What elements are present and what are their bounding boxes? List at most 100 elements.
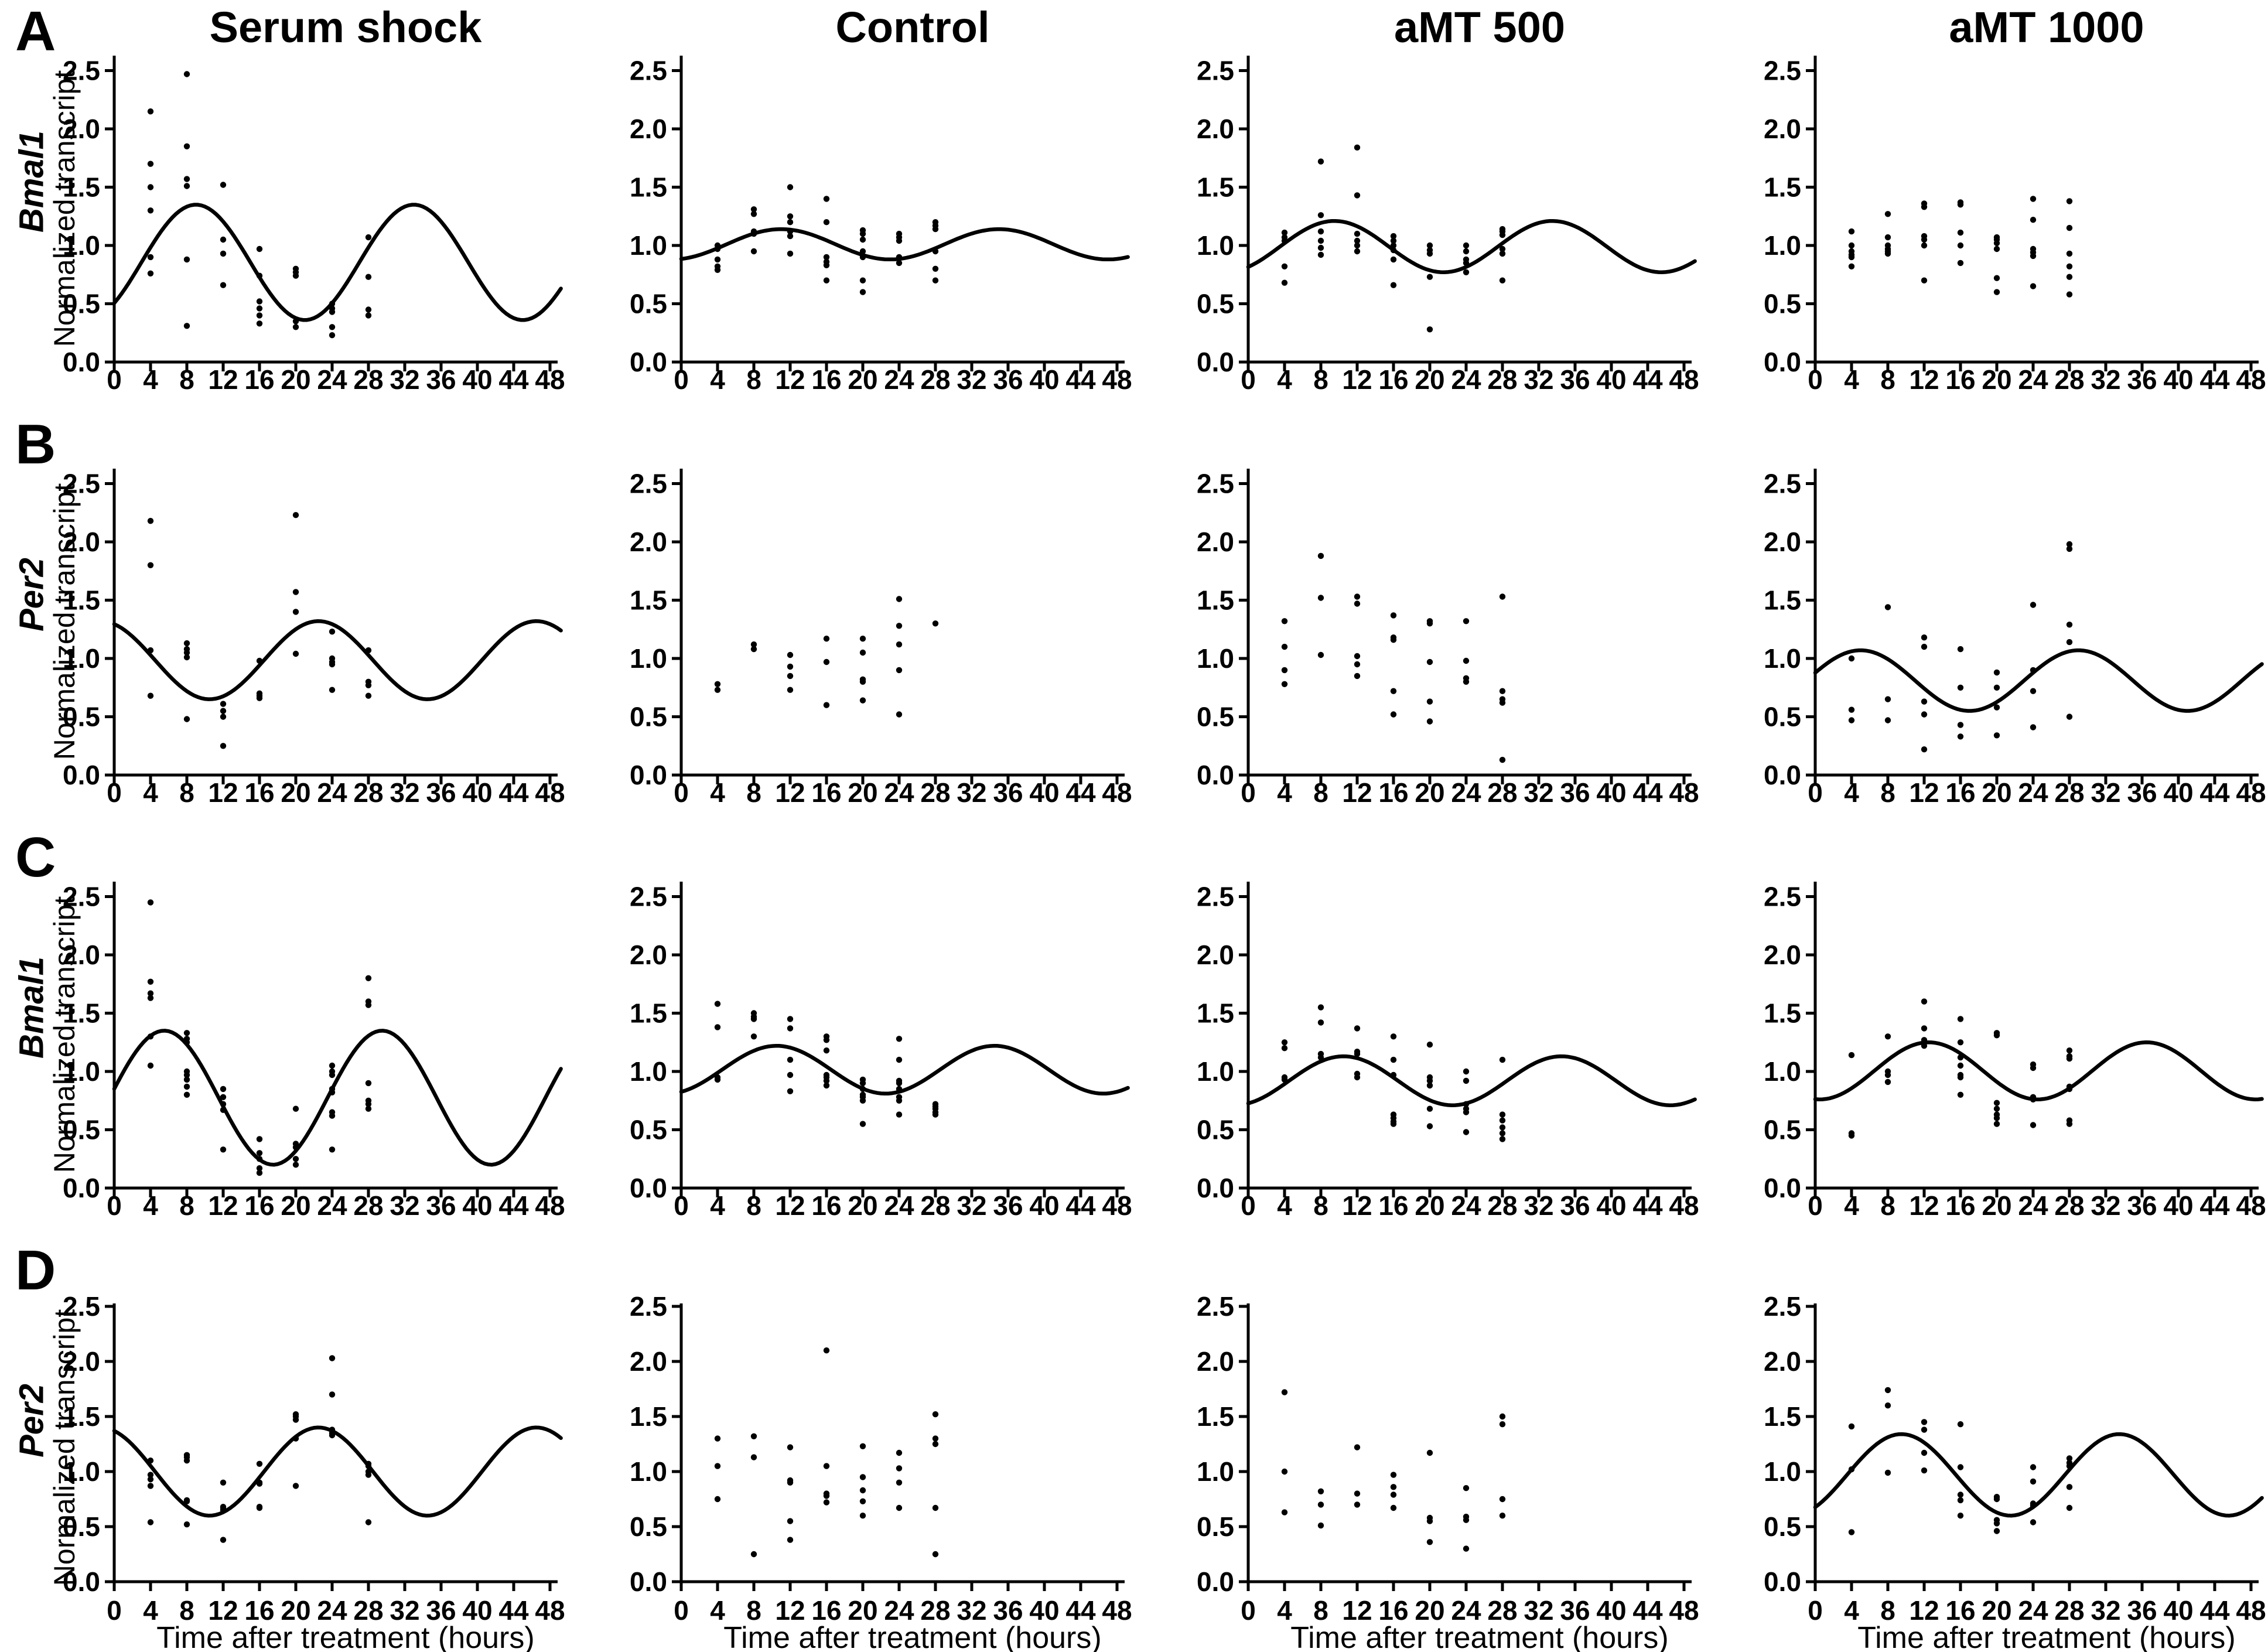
data-point [256, 320, 263, 327]
y-tick-label: 0.5 [630, 1115, 667, 1145]
x-tick-label: 12 [775, 1190, 805, 1221]
data-point [220, 236, 227, 243]
x-tick-label: 4 [1844, 1595, 1859, 1626]
column-title-amt-1000: aMT 1000 [1949, 3, 2144, 52]
data-point [750, 211, 757, 217]
data-point [220, 1107, 227, 1113]
data-point [147, 1519, 154, 1525]
data-point [183, 1091, 190, 1098]
data-point [147, 692, 154, 699]
data-point [787, 663, 794, 670]
data-point [1957, 1497, 1964, 1504]
data-points [1848, 1387, 2073, 1535]
data-point [1499, 1513, 1506, 1519]
data-point [1354, 192, 1361, 199]
y-tick-label: 0.5 [630, 702, 667, 732]
data-point [220, 1537, 227, 1543]
data-point [1463, 1068, 1470, 1075]
data-point [1921, 1025, 1928, 1032]
y-tick-label: 1.5 [1197, 585, 1234, 616]
x-tick-label: 40 [462, 364, 492, 395]
data-point [2066, 1055, 2073, 1062]
data-point [1993, 669, 2000, 676]
y-tick-label: 1.0 [63, 230, 100, 261]
data-point [714, 681, 721, 687]
x-tick-label: 24 [1451, 1190, 1481, 1221]
y-tick-label: 2.0 [1197, 527, 1234, 557]
data-point [823, 277, 830, 284]
data-point [1463, 1545, 1470, 1552]
y-tick-label: 2.5 [630, 1291, 667, 1322]
axes [1246, 1303, 1692, 1583]
x-tick-label: 16 [811, 777, 841, 808]
data-point [1848, 717, 1855, 723]
data-point [1281, 279, 1288, 286]
panel-a-amt-500: 0.0 0.5 1.0 1.5 2.0 2.5 0 4 8 12 16 20 24 28 32 36 40 44 4… [1134, 0, 1701, 413]
data-point [183, 183, 190, 189]
data-point [1426, 242, 1433, 249]
data-point [147, 1476, 154, 1483]
data-point [1848, 1052, 1855, 1059]
x-tick-label: 32 [390, 364, 419, 395]
data-point [859, 1498, 866, 1504]
row-letter-b: B [15, 413, 56, 476]
data-point [896, 667, 903, 674]
data-point [750, 1551, 757, 1558]
data-point [1499, 1496, 1506, 1503]
x-tick-label: 8 [1313, 1190, 1328, 1221]
data-point [750, 641, 757, 648]
data-point [896, 1479, 903, 1486]
data-point [823, 1082, 830, 1089]
data-point [750, 1433, 757, 1439]
data-point [329, 687, 336, 693]
x-tick-label: 44 [1065, 1595, 1096, 1626]
x-tick-label: 36 [426, 777, 456, 808]
data-point [292, 324, 299, 330]
data-point [147, 1458, 154, 1464]
x-tick-label: 28 [2054, 1595, 2084, 1626]
data-point [2030, 1519, 2037, 1525]
x-tick-label: 24 [1451, 1595, 1481, 1626]
y-tick-label: 2.0 [63, 1346, 100, 1377]
data-point [1499, 1111, 1506, 1118]
data-point [714, 1496, 721, 1503]
data-point [2066, 274, 2073, 280]
y-tick-label: 1.5 [630, 998, 667, 1029]
x-tick-label: 8 [746, 1190, 761, 1221]
y-tick-label: 2.5 [630, 469, 667, 499]
y-tick-label: 1.0 [630, 230, 667, 261]
data-point [183, 176, 190, 182]
data-point [1921, 204, 1928, 210]
y-tick-label: 1.0 [630, 1056, 667, 1087]
data-point [329, 301, 336, 307]
data-point [932, 248, 939, 255]
x-tick-label: 20 [848, 777, 877, 808]
y-tick-label: 0.5 [1764, 289, 1801, 319]
x-tick-label: 44 [498, 777, 529, 808]
fit-curve [679, 1043, 1130, 1096]
x-tick-label: 12 [1342, 1190, 1372, 1221]
data-point [1354, 653, 1361, 660]
plot-d-amt-500: 0.00.51.01.52.02.50 4 8 12 16 20 24 28 32 36 40 44 4… [1197, 1291, 1699, 1626]
data-point [220, 708, 227, 714]
x-tick-label: 40 [1029, 364, 1059, 395]
data-point [1390, 1491, 1397, 1498]
x-tick-label: 20 [848, 1595, 877, 1626]
data-point [1281, 1045, 1288, 1052]
data-point [2030, 1122, 2037, 1128]
data-point [365, 306, 372, 313]
data-point [292, 589, 299, 595]
data-point [1993, 275, 2000, 281]
x-tick-label: 48 [2236, 777, 2266, 808]
data-point [1317, 251, 1324, 258]
data-point [1993, 1032, 2000, 1039]
x-tick-label: 40 [462, 1190, 492, 1221]
x-tick-label: 24 [2018, 364, 2048, 395]
data-point [147, 978, 154, 985]
x-tick-label: 48 [1669, 1595, 1699, 1626]
data-point [1354, 230, 1361, 237]
data-point [1354, 600, 1361, 607]
axes [679, 469, 1125, 777]
data-point [1281, 643, 1288, 650]
y-tick-label: 0.5 [630, 1511, 667, 1542]
